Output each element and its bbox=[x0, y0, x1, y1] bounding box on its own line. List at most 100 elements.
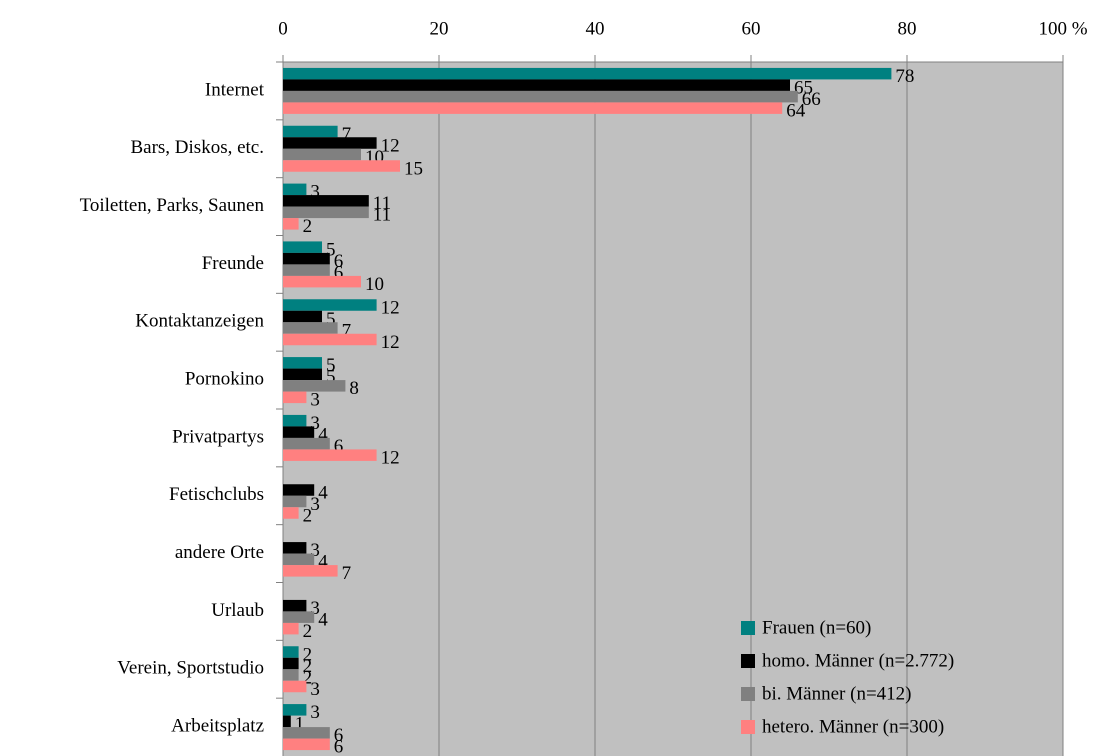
bar bbox=[283, 622, 299, 635]
bar bbox=[283, 680, 307, 693]
data-label: 65 bbox=[794, 78, 813, 99]
y-tick-label: Verein, Sportstudio bbox=[117, 658, 264, 679]
x-tick-label: 100 % bbox=[1038, 18, 1087, 39]
data-label: 4 bbox=[318, 610, 328, 631]
data-label: 6 bbox=[334, 737, 344, 756]
bar bbox=[283, 484, 315, 496]
bar bbox=[283, 657, 299, 670]
y-tick-label: Fetischclubs bbox=[169, 484, 264, 505]
data-label: 11 bbox=[373, 193, 391, 214]
bar bbox=[283, 160, 400, 172]
y-tick-label: Pornokino bbox=[185, 368, 264, 389]
data-label: 12 bbox=[381, 448, 400, 469]
plot-area bbox=[283, 62, 1063, 756]
bar bbox=[283, 206, 369, 219]
bar bbox=[283, 275, 361, 288]
data-label: 6 bbox=[334, 263, 344, 284]
bar bbox=[283, 553, 315, 566]
bar bbox=[283, 727, 330, 739]
data-label: 66 bbox=[802, 89, 821, 110]
data-label: 5 bbox=[326, 355, 336, 376]
legend-swatch bbox=[741, 720, 755, 734]
data-label: 78 bbox=[895, 66, 914, 87]
bar bbox=[283, 449, 377, 461]
data-label: 1 bbox=[295, 714, 305, 735]
data-label: 2 bbox=[303, 644, 313, 665]
bar bbox=[283, 437, 330, 450]
data-label: 2 bbox=[303, 505, 313, 526]
bar bbox=[283, 79, 790, 91]
data-label: 12 bbox=[381, 297, 400, 318]
y-tick-label: Privatpartys bbox=[172, 426, 264, 447]
legend-label: bi. Männer (n=412) bbox=[762, 683, 912, 704]
legend-label: homo. Männer (n=2.772) bbox=[762, 650, 954, 671]
y-tick-label: Urlaub bbox=[211, 600, 264, 621]
data-label: 15 bbox=[404, 158, 423, 179]
data-label: 2 bbox=[303, 216, 313, 237]
data-label: 6 bbox=[334, 436, 344, 457]
bar bbox=[283, 495, 307, 508]
bar bbox=[283, 414, 307, 427]
bar bbox=[283, 507, 299, 519]
bar bbox=[283, 542, 307, 554]
data-label: 3 bbox=[310, 390, 320, 411]
x-tick-label: 80 bbox=[898, 18, 917, 39]
data-label: 12 bbox=[381, 332, 400, 353]
x-tick-label: 0 bbox=[278, 18, 288, 39]
data-label: 3 bbox=[310, 598, 320, 619]
bar bbox=[283, 137, 377, 149]
bar bbox=[283, 368, 322, 381]
bar bbox=[283, 738, 330, 751]
legend-label: Frauen (n=60) bbox=[762, 617, 871, 638]
data-label: 5 bbox=[326, 240, 336, 261]
x-tick-label: 20 bbox=[430, 18, 449, 39]
data-label: 6 bbox=[334, 251, 344, 272]
bar bbox=[283, 148, 361, 161]
bar bbox=[283, 646, 299, 658]
data-label: 5 bbox=[326, 367, 336, 388]
y-tick-label: andere Orte bbox=[175, 542, 264, 563]
y-tick-label: Bars, Diskos, etc. bbox=[130, 137, 264, 158]
x-tick-label: 40 bbox=[586, 18, 605, 39]
bar bbox=[283, 715, 291, 728]
bar bbox=[283, 426, 315, 438]
bar bbox=[283, 333, 377, 346]
bar bbox=[283, 704, 307, 716]
data-label: 7 bbox=[342, 563, 352, 584]
bar bbox=[283, 264, 330, 276]
data-label: 4 bbox=[318, 552, 328, 573]
bar bbox=[283, 310, 322, 323]
data-label: 7 bbox=[342, 124, 352, 145]
bar bbox=[283, 322, 338, 334]
data-label: 10 bbox=[365, 274, 384, 295]
data-label: 3 bbox=[310, 494, 320, 515]
data-label: 6 bbox=[334, 725, 344, 746]
bar bbox=[283, 299, 377, 311]
bar bbox=[283, 67, 892, 80]
data-label: 64 bbox=[786, 101, 806, 122]
y-tick-label: Internet bbox=[205, 79, 265, 100]
y-tick-label: Kontaktanzeigen bbox=[135, 311, 264, 332]
data-label: 2 bbox=[303, 656, 313, 677]
y-tick-label: Freunde bbox=[202, 253, 264, 274]
bar bbox=[283, 611, 315, 623]
data-label: 12 bbox=[381, 135, 400, 156]
data-label: 3 bbox=[310, 540, 320, 561]
x-tick-label: 60 bbox=[742, 18, 761, 39]
bar bbox=[283, 195, 369, 207]
data-label: 3 bbox=[310, 182, 320, 203]
data-label: 5 bbox=[326, 309, 336, 330]
data-label: 8 bbox=[349, 378, 359, 399]
legend-swatch bbox=[741, 687, 755, 701]
bar bbox=[283, 218, 299, 230]
data-label: 2 bbox=[303, 667, 313, 688]
bar bbox=[283, 125, 338, 138]
legend-swatch bbox=[741, 654, 755, 668]
data-label: 11 bbox=[373, 205, 391, 226]
bar bbox=[283, 90, 798, 103]
data-label: 2 bbox=[303, 621, 313, 642]
y-tick-label: Toiletten, Parks, Saunen bbox=[80, 195, 265, 216]
bar bbox=[283, 183, 307, 196]
bar bbox=[283, 102, 783, 114]
bar bbox=[283, 669, 299, 681]
